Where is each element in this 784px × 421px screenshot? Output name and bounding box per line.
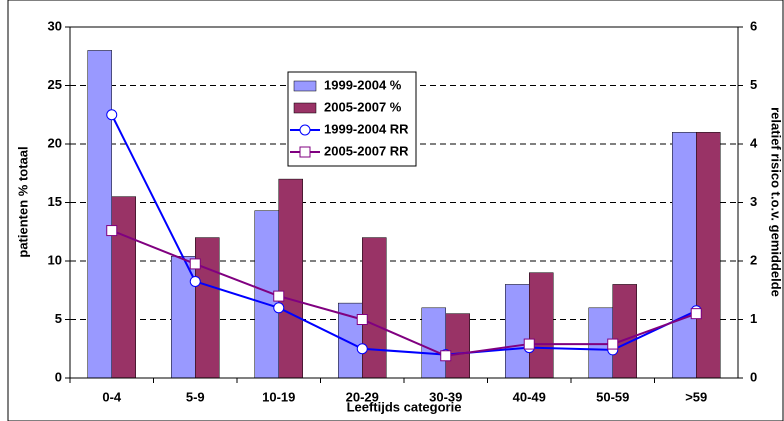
marker xyxy=(607,338,619,350)
y-tick-label: 10 xyxy=(48,252,62,267)
marker xyxy=(356,343,368,355)
y2-tick-label: 2 xyxy=(750,252,757,267)
y-tick-label: 20 xyxy=(48,135,62,150)
x-tick-label: 50-59 xyxy=(596,389,629,404)
x-tick-label: 0-4 xyxy=(102,389,122,404)
legend-label: 1999-2004 % xyxy=(324,77,402,92)
y-tick-label: 0 xyxy=(55,369,62,384)
marker xyxy=(106,225,118,237)
line xyxy=(110,114,697,356)
bar xyxy=(278,178,303,379)
legend-label: 1999-2004 RR xyxy=(324,121,409,136)
legend-label: 2005-2007 RR xyxy=(324,143,409,158)
x-tick-label: 5-9 xyxy=(186,389,205,404)
y-tick-label: 30 xyxy=(48,18,62,33)
legend-swatch xyxy=(293,102,317,114)
bar xyxy=(421,307,446,379)
y-tick-label: 25 xyxy=(48,77,62,92)
y-axis-label: patienten % totaal xyxy=(15,146,30,257)
x-tick-label: 30-39 xyxy=(429,389,462,404)
y2-axis-label: relatief risico t.o.v. gemiddelde xyxy=(769,107,784,297)
legend-marker xyxy=(299,124,311,136)
line xyxy=(111,229,697,357)
x-tick-label: >59 xyxy=(685,389,707,404)
y2-tick-label: 3 xyxy=(750,194,757,209)
bar xyxy=(529,272,554,379)
bar xyxy=(612,284,637,379)
legend-swatch xyxy=(293,80,317,92)
bar xyxy=(87,50,112,379)
x-tick-label: 20-29 xyxy=(346,389,379,404)
bar xyxy=(696,132,721,379)
marker xyxy=(356,314,368,325)
bar xyxy=(171,256,196,379)
marker xyxy=(189,258,201,270)
y-tick-label: 15 xyxy=(48,194,62,209)
bar xyxy=(672,132,697,379)
marker xyxy=(189,275,201,287)
y2-tick-label: 6 xyxy=(750,18,757,33)
legend-label: 2005-2007 % xyxy=(324,99,402,114)
marker xyxy=(273,302,285,314)
legend-marker xyxy=(299,146,311,158)
y-tick-label: 5 xyxy=(55,311,62,326)
marker xyxy=(273,290,285,302)
marker xyxy=(440,350,452,362)
marker xyxy=(106,109,118,121)
marker xyxy=(523,338,535,350)
bar xyxy=(362,237,387,379)
bar xyxy=(505,284,530,379)
y2-tick-label: 5 xyxy=(750,77,757,92)
bar xyxy=(111,196,136,379)
x-tick-label: 40-49 xyxy=(513,389,546,404)
x-tick-label: 10-19 xyxy=(262,389,295,404)
y2-tick-label: 1 xyxy=(750,311,757,326)
bar xyxy=(445,313,470,379)
y2-tick-label: 0 xyxy=(750,369,757,384)
y2-tick-label: 4 xyxy=(750,135,758,150)
x-axis-label: Leeftijds categorie xyxy=(347,399,462,414)
plot-frame xyxy=(69,26,739,379)
marker xyxy=(690,308,702,320)
